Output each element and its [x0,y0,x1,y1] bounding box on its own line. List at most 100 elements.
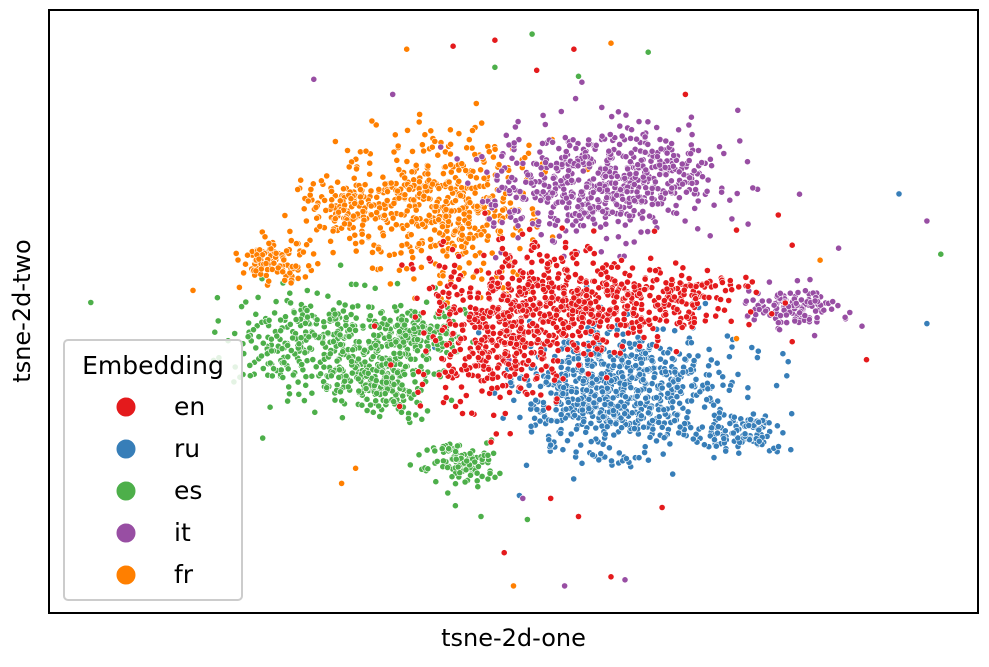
point-fr [366,170,373,178]
point-fr [265,277,273,285]
point-fr [469,273,477,281]
point-ru [750,410,757,418]
point-fr [395,166,403,173]
point-it [811,332,818,339]
point-ru [779,429,787,437]
point-en [409,265,417,273]
point-en [701,317,709,325]
point-ru [721,427,729,435]
point-en [416,402,424,410]
point-ru [623,455,630,462]
point-it [653,124,661,131]
point-fr [466,199,474,206]
point-fr [465,220,472,227]
point-fr [357,186,364,193]
point-es [496,469,504,477]
point-en [435,262,443,270]
point-ru [615,449,623,457]
point-it [563,194,570,202]
point-es [372,341,380,349]
point-en [545,404,552,412]
point-it [786,289,794,297]
point-ru [516,413,524,421]
point-en [504,296,511,304]
point-fr [353,165,360,173]
point-ru [528,428,535,436]
point-it [581,153,589,161]
point-ru [642,394,650,402]
point-en [523,390,531,398]
point-fr [403,207,411,215]
point-fr [463,144,471,152]
point-fr [386,251,393,259]
point-en [501,350,509,358]
point-en [453,291,461,299]
point-es [244,333,252,341]
point-en [624,302,631,310]
plot-frame [48,9,979,614]
point-ru [588,362,596,370]
point-es [377,309,385,317]
point-ru [648,380,656,387]
point-it [670,152,678,159]
point-ru [671,417,678,425]
point-fr [351,200,359,207]
point-en [658,504,666,511]
point-en [511,258,519,266]
point-ru [774,422,781,430]
point-ru [673,383,681,391]
point-en [479,314,487,322]
point-it [648,184,656,192]
point-en [721,306,728,314]
point-es [378,355,386,363]
point-ru [622,393,629,401]
point-fr [483,221,491,229]
point-es [484,451,492,459]
point-it [585,160,593,168]
point-es [400,338,407,346]
point-en [456,306,464,314]
point-ru [715,414,723,422]
point-fr [371,215,379,223]
point-fr [499,206,507,214]
point-en [629,264,636,272]
point-it [519,159,527,167]
point-es [242,298,250,306]
point-fr [816,256,824,264]
point-ru [701,403,708,411]
point-es [270,365,277,373]
point-fr [306,191,314,199]
point-en [636,342,644,350]
point-fr [307,185,315,193]
point-en [671,293,678,301]
point-ru [531,414,538,422]
point-fr [469,127,476,134]
point-it [599,207,607,215]
point-en [597,318,604,326]
point-ru [557,429,565,437]
point-it [616,140,623,148]
point-ru [710,401,717,409]
point-es [394,280,401,287]
point-es [341,301,349,309]
point-ru [744,393,752,401]
point-fr [489,153,497,161]
point-fr [472,174,480,182]
point-fr [297,176,305,184]
point-ru [714,429,721,437]
point-it [553,164,560,172]
point-en [452,402,459,410]
point-ru [578,366,586,374]
point-en [506,339,514,347]
point-en [517,325,525,332]
point-it [813,314,821,322]
point-it [621,174,629,182]
point-en [548,279,555,287]
point-es [439,457,447,465]
point-en [540,285,547,293]
point-es [301,349,309,357]
point-en [425,254,433,262]
point-en [673,348,680,356]
point-ru [636,370,644,378]
point-es [407,355,415,363]
